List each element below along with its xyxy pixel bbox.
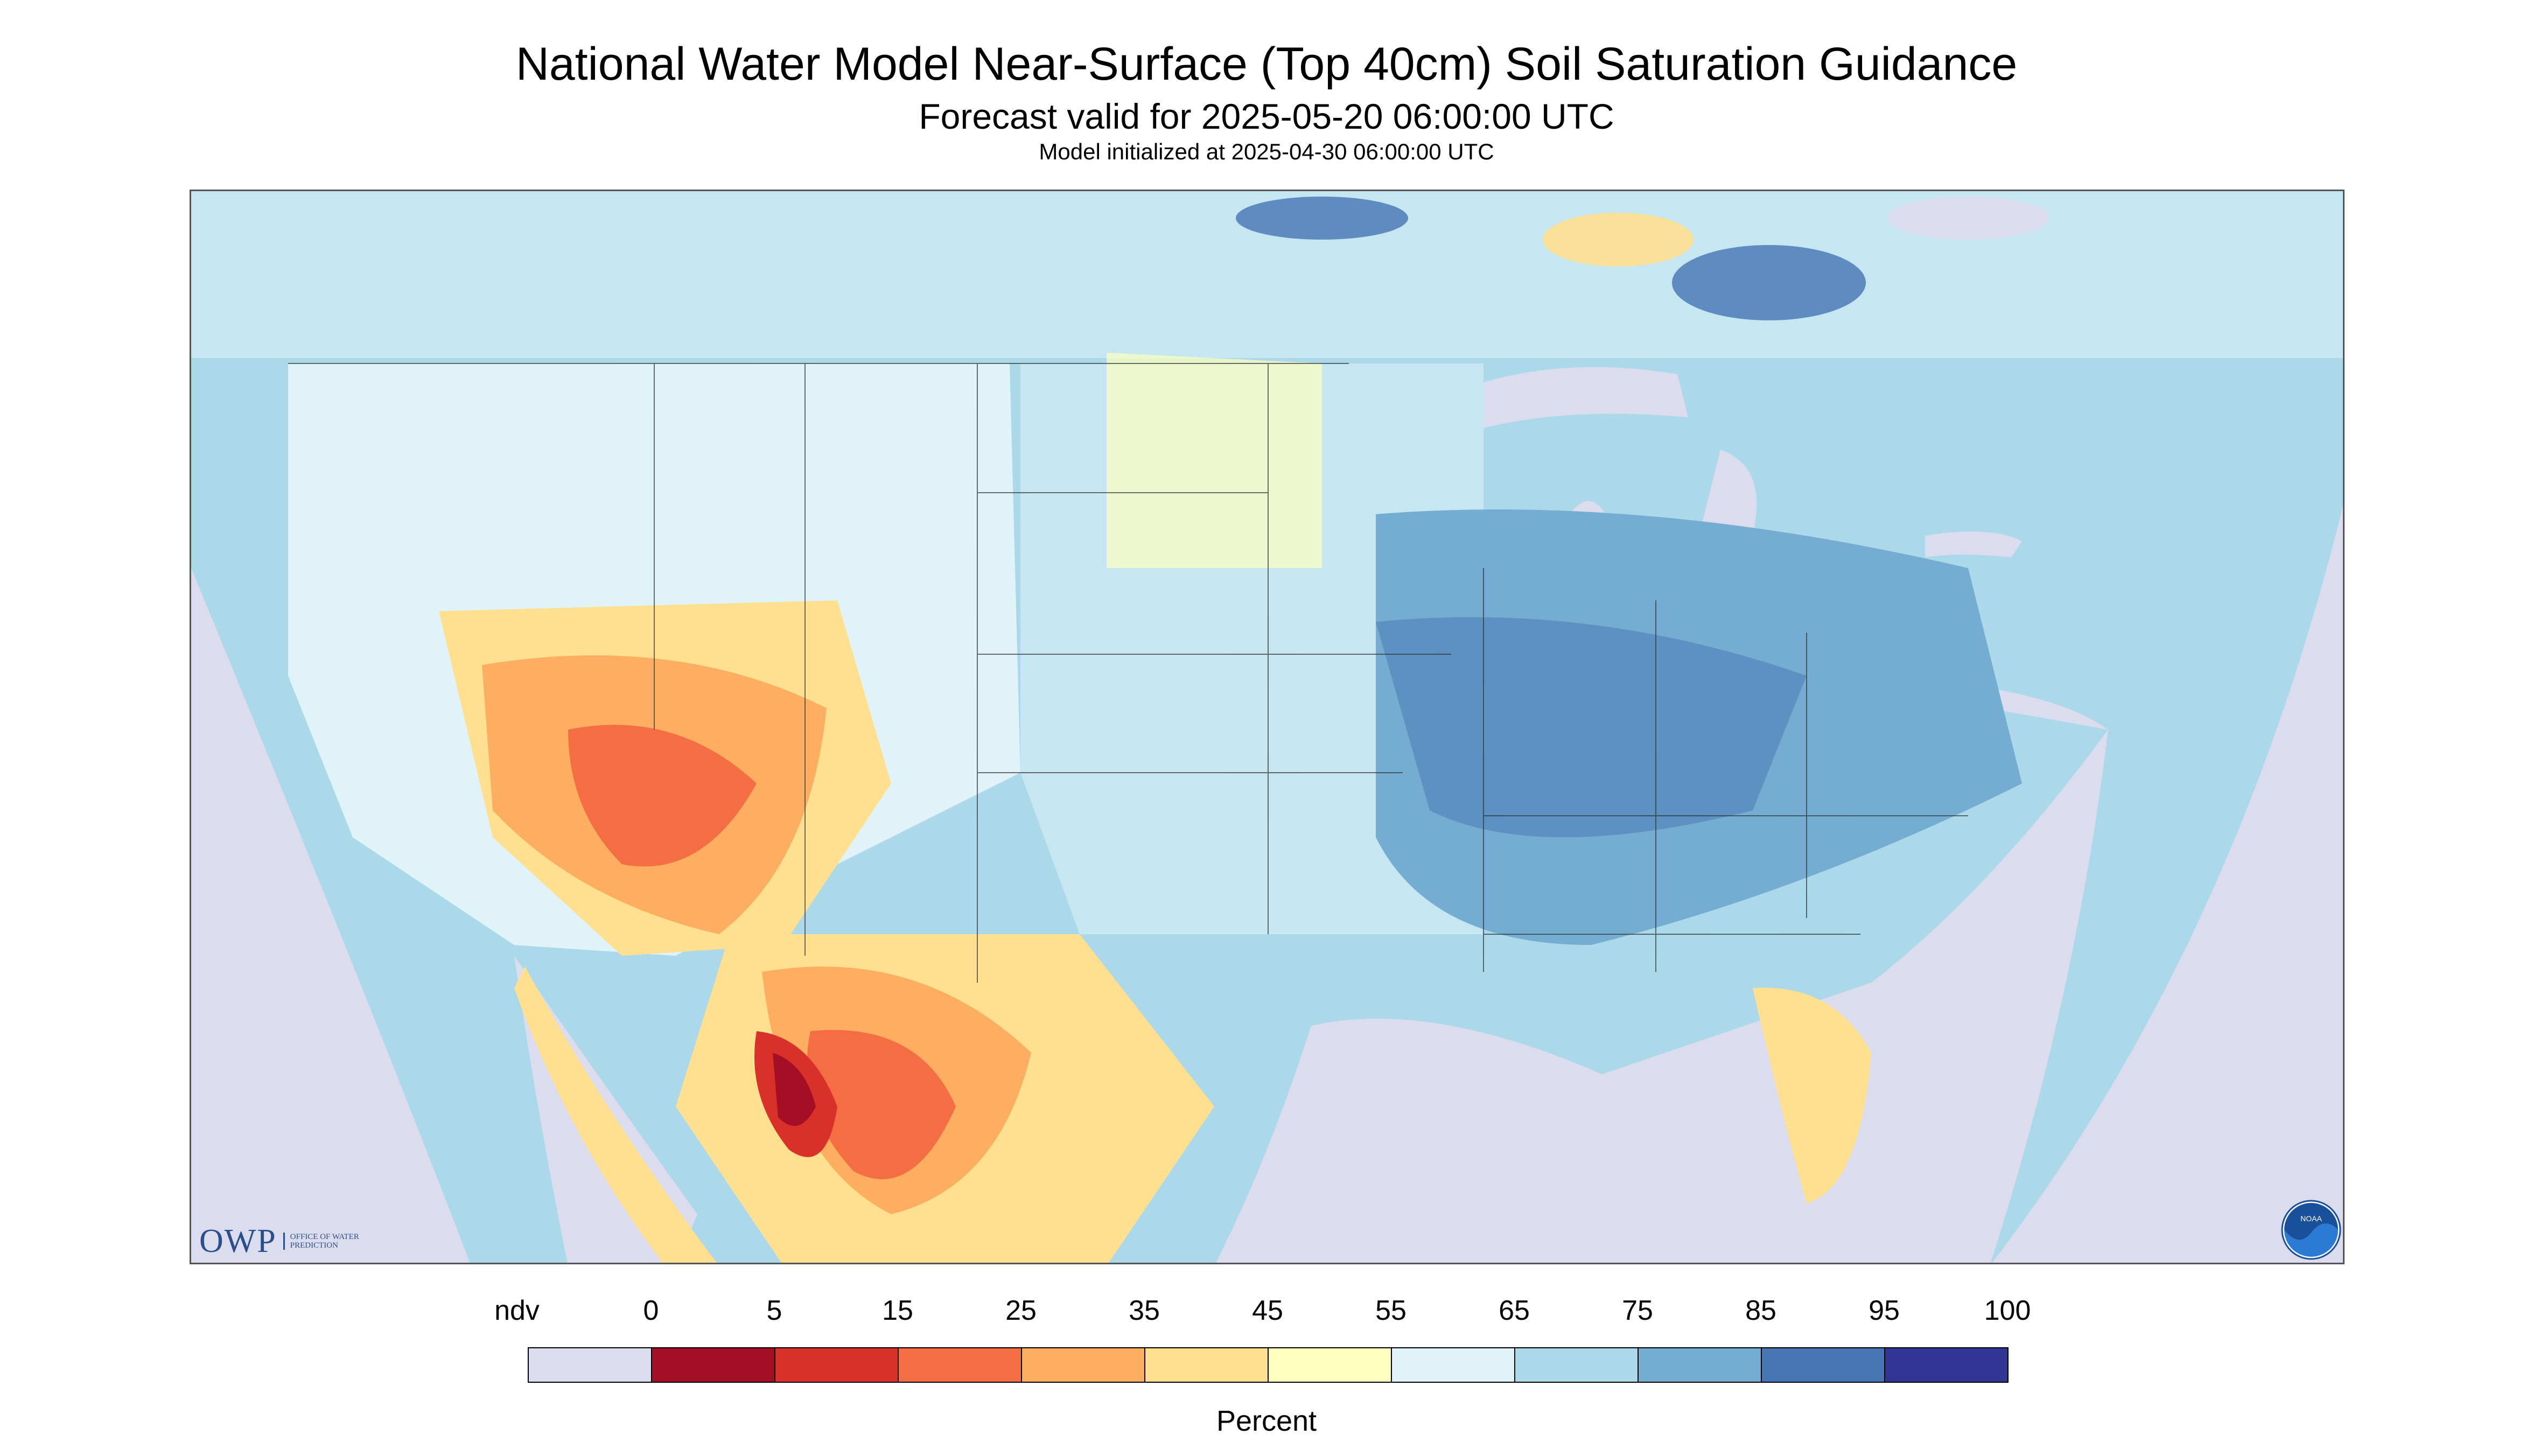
- legend-tick-label: 100: [1984, 1295, 2031, 1326]
- legend-tick-label: ndv: [494, 1295, 540, 1326]
- legend-tick-label: 55: [1375, 1295, 1407, 1326]
- legend-tick-label: 75: [1622, 1295, 1653, 1326]
- florida-peninsula: [1753, 988, 1871, 1203]
- noaa-logo-text: NOAA: [2300, 1214, 2322, 1223]
- legend-swatch: [1021, 1347, 1145, 1383]
- lake-superior: [1446, 367, 1688, 428]
- owp-logo-subtext: OFFICE OF WATER PREDICTION: [283, 1233, 366, 1250]
- legend-title: Percent: [1216, 1405, 1317, 1437]
- map-title: National Water Model Near-Surface (Top 4…: [515, 38, 2018, 90]
- legend-swatch: [898, 1347, 1022, 1383]
- legend-tick-label: 35: [1129, 1295, 1160, 1326]
- legend-tick-label: 65: [1499, 1295, 1530, 1326]
- legend-swatch: [1391, 1347, 1515, 1383]
- owp-logo-text: OWP: [199, 1222, 277, 1259]
- soil-saturation-map: [190, 190, 2345, 1264]
- legend-tick-label: 5: [766, 1295, 782, 1326]
- gulf-atlantic-water: [1216, 676, 2108, 1263]
- state-borders: [288, 363, 1968, 983]
- legend-tick-label: 15: [882, 1295, 913, 1326]
- hudson-bay-wet-area: [1672, 245, 1866, 320]
- legend-swatch: [1514, 1347, 1639, 1383]
- legend-swatch: [1638, 1347, 1762, 1383]
- legend-tick-label: 0: [643, 1295, 659, 1326]
- legend-tick-label: 95: [1869, 1295, 1900, 1326]
- legend-swatch: [528, 1347, 652, 1383]
- legend-tick-label: 45: [1252, 1295, 1283, 1326]
- noaa-logo: NOAA: [2281, 1200, 2341, 1260]
- owp-logo: OWP OFFICE OF WATER PREDICTION: [199, 1222, 366, 1260]
- forecast-valid-subtitle: Forecast valid for 2025-05-20 06:00:00 U…: [919, 96, 1614, 136]
- lake-ontario: [1925, 531, 2022, 557]
- legend-swatch: [651, 1347, 775, 1383]
- legend-swatch: [1144, 1347, 1269, 1383]
- pacific-ndv-region: [191, 568, 470, 1263]
- atlantic-ndv-region: [1992, 506, 2343, 1263]
- model-init-note: Model initialized at 2025-04-30 06:00:00…: [1039, 139, 1494, 164]
- legend-tick-label: 85: [1745, 1295, 1776, 1326]
- legend-tick-label: 25: [1005, 1295, 1037, 1326]
- legend-swatch: [1761, 1347, 1885, 1383]
- legend-swatch: [1268, 1347, 1392, 1383]
- legend-swatch: [774, 1347, 899, 1383]
- legend-swatch: [1884, 1347, 2009, 1383]
